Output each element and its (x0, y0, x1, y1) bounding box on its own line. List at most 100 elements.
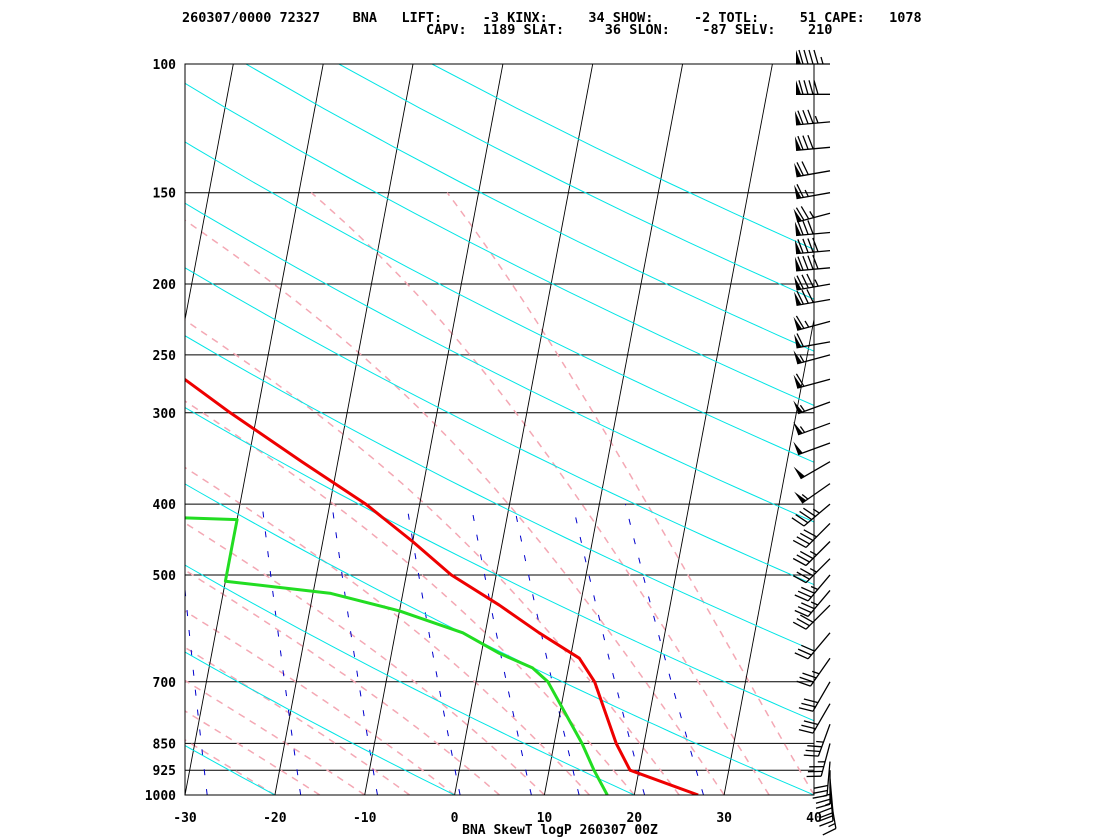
wind-barb-staff (807, 632, 831, 660)
wind-barb-feather (815, 798, 831, 804)
dry-adiabat-line (185, 406, 814, 722)
header-line-2: CAPV: 1189 SLAT: 36 SLON: -87 SELV: 210 (426, 22, 832, 38)
wind-barb (793, 441, 831, 456)
wind-barb (798, 703, 831, 734)
moist-adiabat-line (185, 610, 456, 795)
pressure-tick-label: 300 (153, 407, 177, 422)
wind-barb-feather (799, 676, 814, 683)
wind-barb-feather (796, 290, 804, 305)
wind-barb-feather (799, 568, 814, 577)
moist-adiabat-line (185, 646, 411, 795)
wind-barb-staff (797, 320, 831, 331)
wind-barb-feather (807, 255, 814, 270)
wind-barb-feather (819, 811, 834, 819)
wind-barb-feather (791, 517, 805, 527)
wind-barb-half-feather (811, 670, 820, 675)
wind-barb-staff (800, 461, 831, 480)
wind-barb-feather (805, 749, 821, 753)
dry-adiabat-line (185, 82, 814, 406)
wind-barb-feather (801, 161, 809, 175)
wind-barb-feather (797, 606, 812, 614)
wind-barb-pennant (794, 256, 802, 271)
wind-barb-pennant (796, 50, 801, 64)
wind-barb-pennant (793, 374, 802, 389)
dry-adiabat-line (245, 64, 814, 352)
isotherm-line (364, 64, 504, 795)
mixing-ratio-line (406, 504, 461, 795)
isotherm-line (454, 64, 594, 795)
pressure-tick-label: 200 (153, 278, 177, 293)
wind-barb-staff (801, 483, 831, 504)
wind-barb-feather (795, 207, 805, 221)
wind-barb (793, 421, 831, 436)
temperature-profile (185, 377, 699, 795)
wind-barb-staff (807, 589, 831, 617)
wind-barb-half-feather (804, 189, 809, 197)
moist-adiabat-line (185, 569, 500, 795)
wind-barb-feather (813, 49, 819, 65)
moist-adiabat-line (185, 319, 680, 795)
mixing-ratio-line (624, 503, 704, 795)
wind-barb-feather (813, 789, 828, 794)
wind-barb-feather (799, 510, 812, 521)
wind-barb-half-feather (809, 211, 815, 218)
wind-barb-feather (792, 621, 807, 630)
dry-adiabat-line (185, 335, 814, 652)
wind-barb (794, 632, 831, 660)
wind-barb-feather (819, 820, 834, 827)
temperature-tick-label: 40 (806, 811, 822, 826)
wind-barb-pennant (794, 276, 802, 290)
wind-barb-feather (803, 49, 809, 65)
wind-barb-staff (797, 422, 831, 436)
wind-barb-feather (803, 529, 817, 538)
wind-barb-staff (796, 192, 831, 200)
wind-barb-half-feather (799, 355, 805, 363)
pressure-tick-label: 925 (153, 764, 176, 779)
wind-barb-feather (797, 648, 812, 656)
wind-barb-half-feather (804, 320, 810, 328)
wind-barb-staff (797, 378, 831, 389)
moist-adiabats (185, 192, 814, 795)
wind-barb-feather (803, 720, 819, 726)
wind-barb-pennant (793, 421, 803, 435)
dry-adiabat-line (0, 64, 95, 795)
wind-barb-feather (802, 109, 809, 125)
moist-adiabat-line (185, 219, 725, 795)
wind-barb (794, 220, 831, 237)
wind-barb-half-feather (816, 740, 824, 743)
moist-adiabat-line (185, 679, 366, 795)
wind-barb (794, 109, 831, 126)
wind-barb-feather (812, 254, 819, 270)
pressure-tick-label: 250 (153, 349, 177, 364)
dry-adiabat-line (185, 651, 455, 795)
wind-barb-half-feather (809, 550, 817, 556)
wind-barb (822, 794, 837, 836)
moist-adiabat-line (185, 738, 276, 795)
pressure-tick-label: 400 (153, 498, 177, 513)
wind-barb-feather (803, 754, 819, 757)
wind-barb-feather (801, 724, 816, 730)
dry-adiabat-line (185, 202, 814, 523)
isotherm-line (904, 64, 1042, 795)
wind-barb-staff (829, 794, 837, 829)
wind-barb-feather (802, 135, 809, 150)
wind-barb-feather (797, 590, 812, 598)
mixing-ratio-line (331, 504, 378, 795)
wind-barb-staff (817, 723, 831, 757)
wind-barb (793, 373, 831, 389)
wind-barb-feather (803, 698, 819, 704)
wind-barb-pennant (793, 350, 802, 364)
wind-barb-feather (798, 728, 814, 734)
wind-barb-feather (812, 237, 819, 252)
wind-barb (792, 522, 831, 548)
temperature-tick-label: -10 (353, 811, 377, 826)
wind-barb-feather (803, 80, 809, 95)
wind-barb-feather (798, 80, 804, 95)
wind-barb-feather (801, 586, 815, 594)
wind-barb-half-feather (810, 601, 819, 606)
wind-barb (793, 400, 831, 415)
wind-barb (812, 761, 831, 799)
wind-barb-feather (818, 806, 833, 814)
isotherm-line (185, 64, 234, 322)
wind-barb-staff (812, 681, 831, 712)
